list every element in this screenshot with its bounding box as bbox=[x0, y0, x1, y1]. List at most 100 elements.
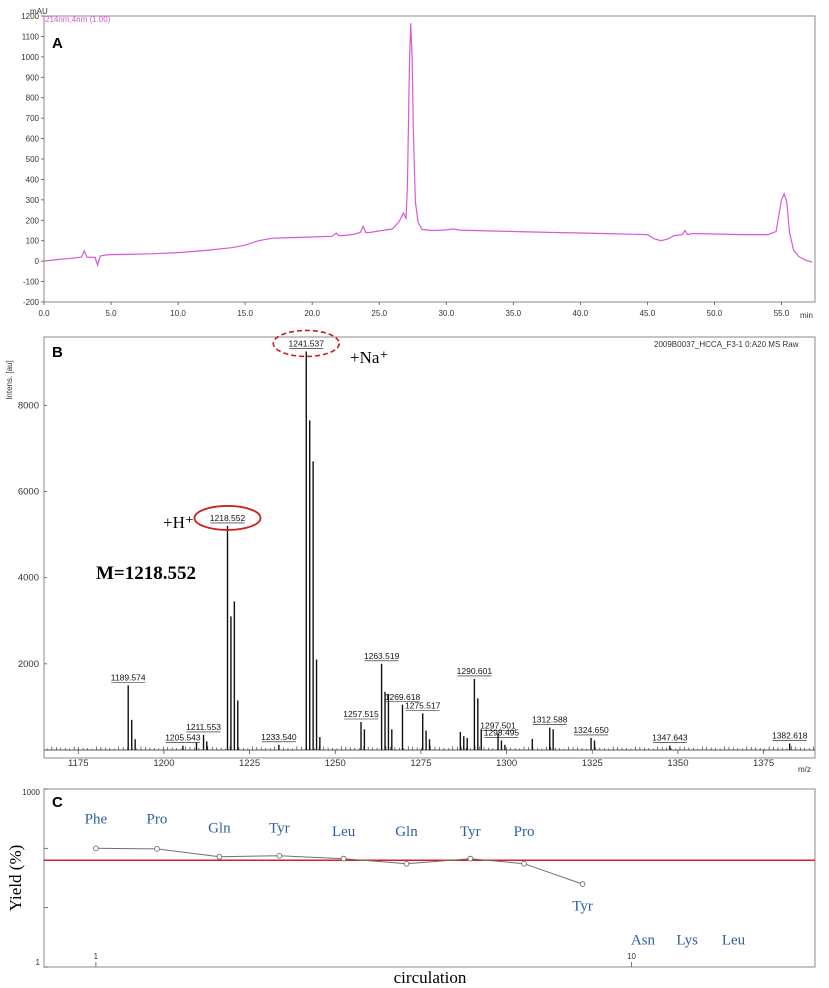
b-y-tick-label: 8000 bbox=[18, 400, 39, 411]
panel-a-label: A bbox=[52, 35, 63, 52]
yield-line bbox=[95, 847, 583, 885]
residue-label: Tyr bbox=[572, 898, 593, 914]
residue-label: Tyr bbox=[460, 824, 481, 840]
a-y-tick-label: 1200 bbox=[21, 12, 39, 21]
residue-label: Lys bbox=[676, 932, 698, 948]
a-x-tick-label: 15.0 bbox=[237, 309, 253, 318]
b-x-tick-label: 1325 bbox=[582, 758, 603, 769]
peak-label: 1263.519 bbox=[364, 651, 400, 661]
a-x-tick-label: 35.0 bbox=[506, 309, 522, 318]
na-ion-label: +Na⁺ bbox=[350, 348, 388, 367]
panel-a-x-unit: min bbox=[800, 311, 813, 320]
a-y-tick-label: 300 bbox=[26, 196, 40, 205]
b-x-tick-label: 1175 bbox=[68, 758, 88, 769]
peak-label: 1297.501 bbox=[480, 721, 516, 731]
residue-label: Tyr bbox=[269, 820, 290, 836]
a-x-tick-label: 40.0 bbox=[573, 309, 589, 318]
panel-a-frame bbox=[43, 15, 816, 303]
peak-label: 1312.588 bbox=[532, 715, 568, 725]
residue-label: Phe bbox=[85, 812, 108, 828]
residue-label: Asn bbox=[631, 932, 656, 948]
panel-c: C Yield (%) circulation 1 10 1000 1 Phe Pro G… bbox=[6, 788, 816, 987]
panel-b: B 2009B0037_HCCA_F3-1 0:A20 MS Raw Inten… bbox=[5, 329, 816, 774]
a-x-tick-label: 25.0 bbox=[371, 309, 387, 318]
peak-label: 1275.517 bbox=[405, 700, 441, 710]
a-y-tick-label: 100 bbox=[26, 237, 40, 246]
panel-c-ylabel: Yield (%) bbox=[6, 845, 25, 912]
a-y-tick-label: 200 bbox=[26, 216, 40, 225]
peak-label: 1269.618 bbox=[385, 692, 421, 702]
peak-label: 1257.515 bbox=[343, 709, 379, 719]
a-y-tick-label: 700 bbox=[26, 114, 40, 123]
yield-point bbox=[93, 845, 99, 852]
a-y-tick-label: 600 bbox=[26, 135, 40, 144]
b-x-tick-label: 1250 bbox=[325, 758, 346, 769]
a-x-tick-label: 55.0 bbox=[774, 309, 790, 318]
a-x-tick-label: 0.0 bbox=[38, 309, 50, 318]
a-y-tick-label: 500 bbox=[26, 155, 40, 164]
peak-label: 1298.495 bbox=[484, 728, 520, 738]
b-x-tick-label: 1275 bbox=[410, 758, 431, 769]
b-y-tick-label: 2000 bbox=[18, 659, 39, 670]
panel-a-y-unit: mAU bbox=[30, 7, 48, 16]
a-y-tick-label: 0 bbox=[35, 257, 40, 266]
residue-label: Pro bbox=[514, 824, 535, 840]
panel-a: A mAU 214nm,4nm (1.00) min -200 -100 0 100 2… bbox=[21, 7, 816, 320]
peak-label: 1324.650 bbox=[573, 725, 609, 735]
peak-label: 1233.540 bbox=[261, 732, 297, 742]
yield-point bbox=[154, 846, 160, 852]
panel-a-legend: 214nm,4nm (1.00) bbox=[45, 15, 111, 24]
peak-label: 1241.537 bbox=[289, 338, 325, 348]
peak-label: 1211.553 bbox=[186, 722, 221, 732]
peak-label: 1205.543 bbox=[165, 733, 201, 743]
b-x-tick-label: 1300 bbox=[496, 758, 517, 769]
c-y-tick-label: 1 bbox=[36, 958, 41, 967]
residue-label: Gln bbox=[395, 824, 418, 840]
residue-label: Leu bbox=[722, 932, 746, 948]
b-x-tick-label: 1225 bbox=[239, 758, 260, 769]
c-x-tick-label: 10 bbox=[627, 952, 636, 961]
panel-b-frame bbox=[43, 336, 816, 759]
c-x-tick-label: 1 bbox=[94, 952, 99, 961]
mass-annotation: M=1218.552 bbox=[96, 563, 196, 584]
peak-label: 1189.574 bbox=[111, 672, 146, 682]
a-y-tick-label: -200 bbox=[23, 298, 40, 307]
a-y-tick-label: 1000 bbox=[21, 53, 39, 62]
b-x-tick-label: 1350 bbox=[667, 758, 688, 769]
yield-point bbox=[467, 855, 474, 862]
panel-c-xlabel: circulation bbox=[394, 968, 467, 987]
b-x-tick-label: 1200 bbox=[153, 758, 174, 769]
panel-c-frame bbox=[43, 788, 816, 968]
peak-label: 1382.618 bbox=[772, 731, 808, 741]
yield-point bbox=[403, 860, 410, 867]
a-x-tick-label: 20.0 bbox=[304, 309, 320, 318]
h-peak-highlight bbox=[193, 505, 262, 531]
panel-a-trace bbox=[43, 23, 813, 268]
a-x-tick-label: 30.0 bbox=[438, 309, 454, 318]
panel-b-header: 2009B0037_HCCA_F3-1 0:A20 MS Raw bbox=[654, 340, 799, 349]
panel-b-label: B bbox=[52, 344, 63, 361]
a-x-tick-label: 45.0 bbox=[640, 309, 656, 318]
b-x-tick-label: 1375 bbox=[753, 758, 774, 769]
a-y-tick-label: 800 bbox=[26, 94, 40, 103]
yield-point bbox=[340, 855, 347, 862]
na-peak-highlight bbox=[272, 329, 341, 358]
peak-label: 1347.643 bbox=[652, 733, 688, 743]
panel-c-label: C bbox=[52, 794, 63, 811]
yield-point bbox=[579, 881, 586, 887]
yield-point bbox=[216, 853, 223, 860]
peak-label: 1290.601 bbox=[457, 666, 493, 676]
peak-label: 1218.552 bbox=[210, 513, 246, 523]
a-y-tick-label: 900 bbox=[26, 73, 40, 82]
a-y-tick-label: -100 bbox=[23, 278, 40, 287]
h-ion-label: +H⁺ bbox=[163, 513, 194, 532]
a-y-tick-label: 1100 bbox=[22, 32, 40, 41]
b-y-tick-label: 6000 bbox=[18, 486, 39, 497]
a-x-tick-label: 10.0 bbox=[170, 309, 186, 318]
residue-label: Gln bbox=[208, 820, 231, 836]
a-x-tick-label: 5.0 bbox=[105, 309, 117, 318]
yield-point bbox=[276, 852, 283, 859]
residue-label: Leu bbox=[332, 824, 356, 840]
c-y-tick-label: 1000 bbox=[22, 788, 40, 797]
